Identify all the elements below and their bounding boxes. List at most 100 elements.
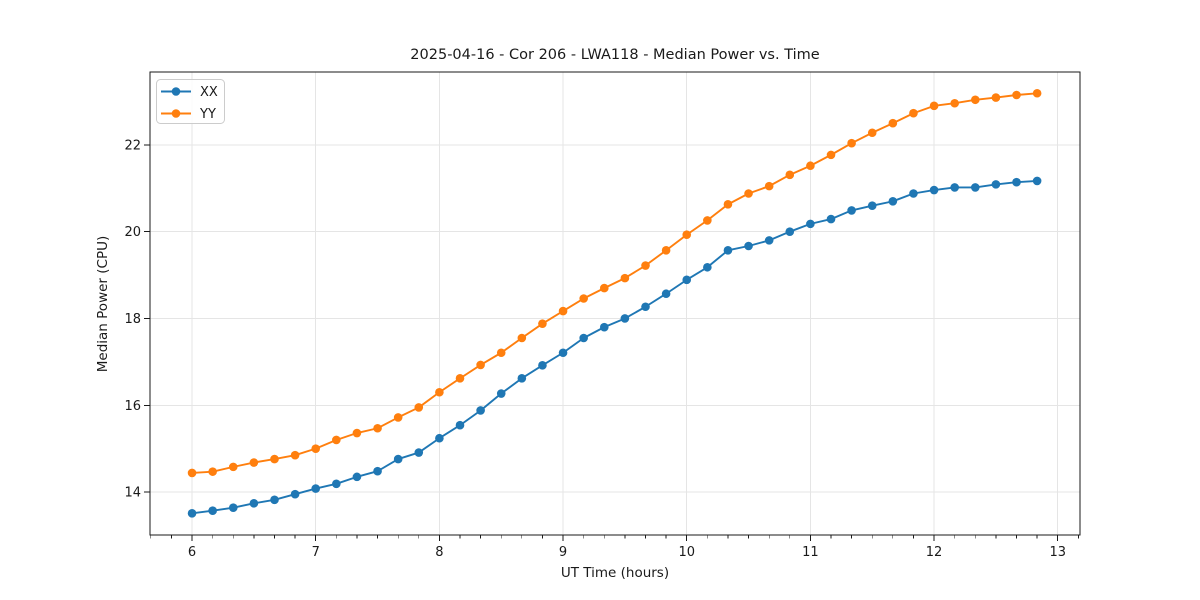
legend-label-xx: XX xyxy=(200,85,218,100)
data-point-xx xyxy=(455,420,465,430)
data-point-yy xyxy=(806,161,815,171)
data-point-yy xyxy=(290,450,300,460)
data-point-yy xyxy=(249,458,259,467)
data-point-xx xyxy=(332,479,341,489)
data-point-xx xyxy=(290,489,300,499)
data-point-xx xyxy=(929,185,939,195)
data-point-xx xyxy=(208,506,217,516)
data-point-xx xyxy=(867,201,877,210)
data-point-yy xyxy=(661,246,671,255)
data-point-yy xyxy=(826,150,836,160)
data-point-xx xyxy=(187,509,197,518)
legend-marker-xx xyxy=(171,87,181,96)
data-point-yy xyxy=(496,348,506,358)
data-point-yy xyxy=(517,333,527,343)
y-tick-label: 20 xyxy=(124,225,141,240)
data-point-yy xyxy=(558,306,568,316)
data-point-xx xyxy=(352,472,362,482)
data-point-yy xyxy=(991,93,1001,102)
x-tick-label: 7 xyxy=(312,545,320,560)
data-point-xx xyxy=(703,262,712,272)
legend-entry-yy: YY xyxy=(161,107,216,122)
data-point-yy xyxy=(888,118,898,128)
x-tick-label: 11 xyxy=(802,545,819,560)
data-point-yy xyxy=(723,200,733,209)
y-tick-label: 16 xyxy=(124,399,141,414)
data-point-yy xyxy=(187,468,197,478)
data-point-xx xyxy=(228,503,238,512)
data-point-yy xyxy=(764,181,774,191)
data-point-xx xyxy=(373,466,382,476)
data-point-xx xyxy=(579,333,588,343)
data-point-yy xyxy=(950,98,959,108)
data-point-yy xyxy=(909,108,918,118)
data-point-yy xyxy=(311,444,321,453)
data-point-yy xyxy=(373,423,382,433)
data-point-yy xyxy=(970,95,980,105)
data-point-yy xyxy=(620,273,630,283)
data-point-xx xyxy=(558,348,568,358)
data-point-xx xyxy=(806,219,815,229)
data-point-yy xyxy=(929,101,939,111)
data-point-yy xyxy=(579,294,588,303)
data-point-xx xyxy=(270,495,279,505)
chart-title: 2025-04-16 - Cor 206 - LWA118 - Median P… xyxy=(410,47,819,63)
data-point-yy xyxy=(435,387,444,397)
data-point-xx xyxy=(661,289,671,299)
x-tick-label: 6 xyxy=(188,545,196,560)
data-point-xx xyxy=(744,241,753,251)
data-point-xx xyxy=(785,227,795,236)
y-axis-label: Median Power (CPU) xyxy=(95,236,111,372)
x-tick-label: 12 xyxy=(926,545,943,560)
data-point-yy xyxy=(682,230,692,240)
data-point-xx xyxy=(909,189,918,198)
data-point-xx xyxy=(599,322,609,332)
data-point-yy xyxy=(332,435,341,445)
data-point-xx xyxy=(970,183,980,192)
data-point-yy xyxy=(703,216,712,225)
data-point-xx xyxy=(888,197,898,206)
data-point-yy xyxy=(599,283,609,293)
data-point-xx xyxy=(435,433,444,443)
data-point-yy xyxy=(476,360,485,370)
data-point-yy xyxy=(414,403,424,412)
data-point-xx xyxy=(1032,176,1042,186)
axes-spines xyxy=(149,71,1081,536)
data-point-xx xyxy=(826,214,836,224)
data-point-yy xyxy=(352,428,362,438)
data-point-yy xyxy=(847,138,856,148)
data-point-yy xyxy=(455,374,465,383)
x-tick-label: 13 xyxy=(1049,545,1066,560)
data-point-xx xyxy=(538,361,547,370)
plot-area: 6 7 8 9 10 11 12 13 14 16 18 20 22 xyxy=(124,71,1081,560)
data-point-yy xyxy=(228,462,238,472)
x-tick-label: 10 xyxy=(678,545,695,560)
data-point-yy xyxy=(641,261,650,270)
data-point-yy xyxy=(270,454,279,464)
series-line-xx xyxy=(191,179,1038,515)
legend: XX YY xyxy=(156,79,225,124)
data-point-xx xyxy=(414,448,424,457)
data-point-xx xyxy=(620,314,630,323)
data-point-xx xyxy=(950,183,959,192)
data-point-xx xyxy=(991,180,1001,189)
data-point-yy xyxy=(208,467,217,476)
y-tick-label: 14 xyxy=(124,486,141,501)
data-point-xx xyxy=(249,499,259,508)
data-point-yy xyxy=(1032,88,1042,98)
data-point-xx xyxy=(517,374,527,383)
y-tick-label: 18 xyxy=(124,312,141,327)
data-point-xx xyxy=(393,454,403,464)
legend-entry-xx: XX xyxy=(161,85,218,100)
y-tick-label: 22 xyxy=(124,138,141,153)
data-point-yy xyxy=(785,170,795,180)
x-tick-label: 8 xyxy=(435,545,443,560)
data-point-yy xyxy=(538,319,547,328)
legend-label-yy: YY xyxy=(199,107,216,122)
data-point-xx xyxy=(847,206,856,215)
x-tick-label: 9 xyxy=(559,545,567,560)
legend-marker-yy xyxy=(171,109,181,118)
x-axis-label: UT Time (hours) xyxy=(561,565,669,581)
